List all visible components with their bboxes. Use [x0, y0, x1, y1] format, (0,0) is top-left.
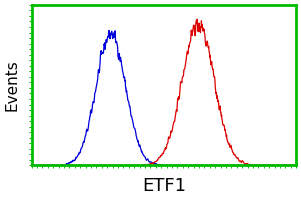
Y-axis label: Events: Events — [5, 59, 20, 111]
X-axis label: ETF1: ETF1 — [142, 177, 186, 195]
